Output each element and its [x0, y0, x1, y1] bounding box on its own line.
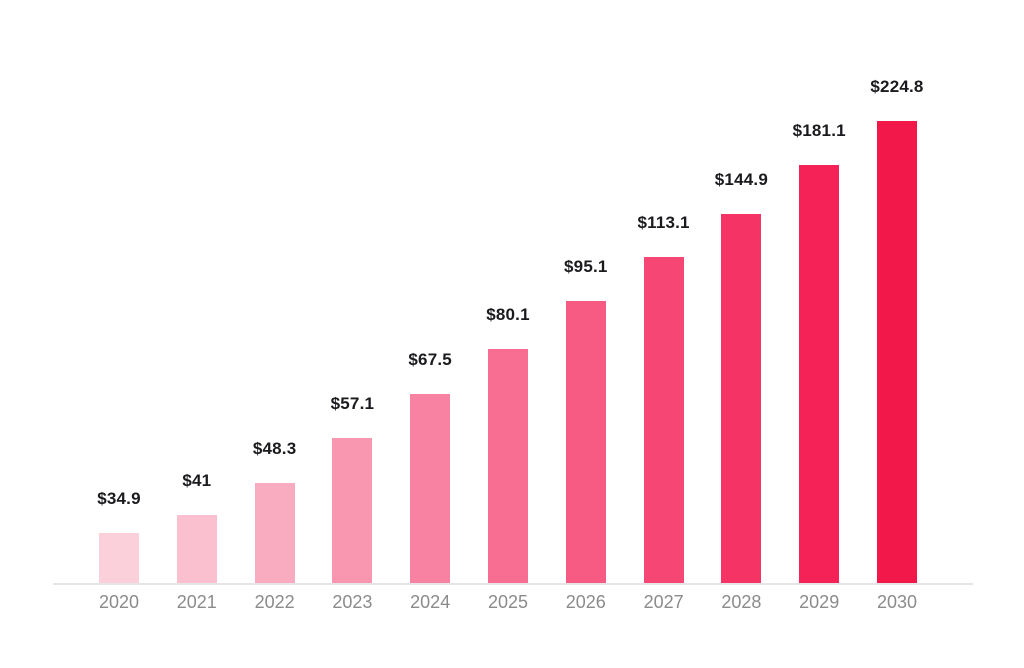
x-axis-tick-label: 2022 [254, 592, 295, 612]
x-axis-tick-label: 2023 [332, 592, 373, 612]
x-axis-tick-label: 2027 [643, 592, 684, 612]
bar-value-label: $80.1 [486, 305, 530, 324]
bar-2028 [721, 214, 762, 583]
bar-value-label: $181.1 [792, 121, 846, 140]
x-axis-tick-label: 2028 [721, 592, 762, 612]
bar-value-label: $48.3 [252, 439, 297, 458]
bar-2027 [643, 257, 684, 583]
x-axis-tick-label: 2024 [410, 592, 451, 612]
bar-value-label: $67.5 [408, 350, 452, 369]
bar-2021 [176, 515, 217, 583]
bar-2025 [488, 349, 528, 583]
bar-value-label: $224.8 [870, 77, 924, 96]
bar-2022 [254, 483, 295, 583]
bar-value-label: $95.1 [564, 257, 608, 276]
x-axis-line [53, 583, 973, 585]
x-axis-tick-label: 2020 [98, 592, 140, 612]
bar-value-label: $113.1 [637, 213, 690, 232]
bar-2029 [799, 165, 840, 583]
x-axis-tick-label: 2025 [487, 592, 529, 612]
bar-2023 [332, 438, 373, 583]
bar-2024 [410, 394, 451, 583]
x-axis-tick-label: 2029 [799, 592, 840, 612]
x-axis-tick-label: 2026 [565, 592, 606, 612]
bar-value-label: $57.1 [330, 394, 375, 413]
bar-2026 [565, 301, 606, 583]
bar-2020 [99, 533, 139, 583]
bar-value-label: $144.9 [714, 170, 768, 189]
x-axis-tick-label: 2030 [876, 592, 918, 612]
x-axis-tick-label: 2021 [176, 592, 217, 612]
bar-value-label: $41 [182, 471, 212, 490]
bar-value-label: $34.9 [97, 489, 141, 508]
bar-2030 [877, 121, 917, 583]
